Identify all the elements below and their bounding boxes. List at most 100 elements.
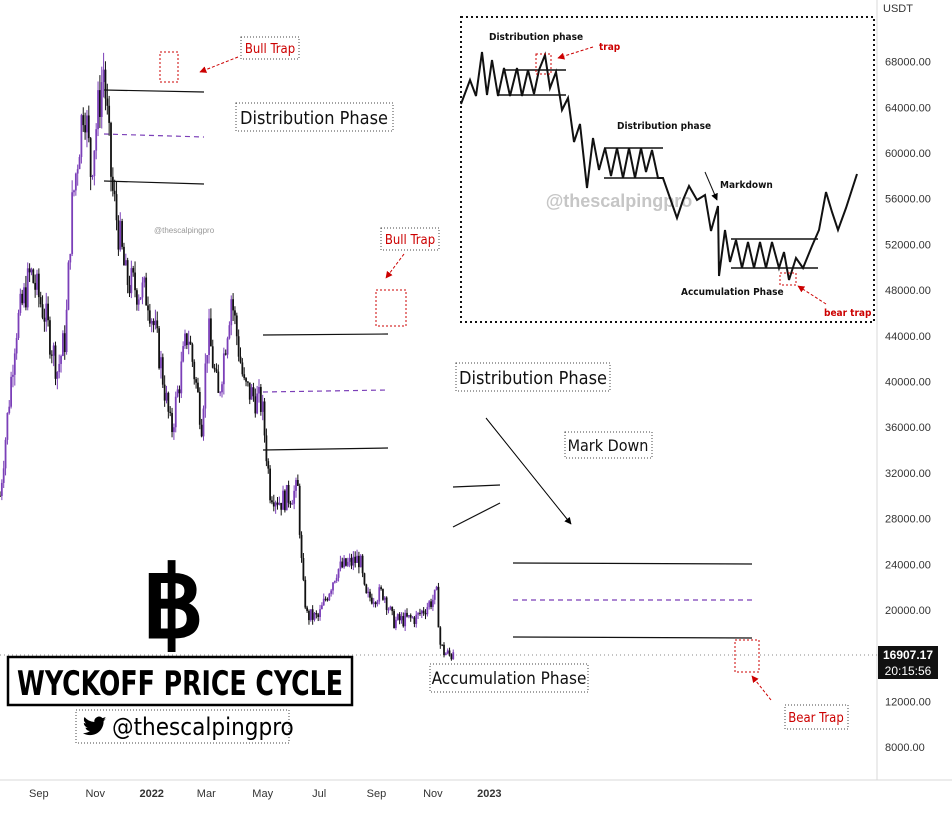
candle-body: [180, 361, 183, 394]
candle-body: [402, 616, 405, 627]
candle-body: [71, 192, 74, 254]
candle-body: [296, 480, 299, 486]
candle-body: [358, 555, 360, 568]
candle-body: [339, 561, 342, 569]
time-tick-label: Jul: [312, 788, 326, 800]
candle-body: [73, 190, 75, 193]
inset-accumulation: Accumulation Phase: [681, 287, 784, 298]
candle-body: [228, 325, 231, 339]
candle-body: [298, 485, 301, 535]
candle-body: [148, 310, 151, 324]
candle-body: [184, 333, 186, 347]
candle-body: [256, 393, 259, 414]
candle-body: [274, 502, 277, 507]
candle-body: [383, 597, 386, 600]
distribution-label-2: Distribution Phase: [459, 368, 607, 389]
candle-body: [163, 384, 166, 401]
bitcoin-logo: ฿: [142, 548, 204, 658]
last-price-badge: 16907.17 20:15:56: [878, 646, 938, 679]
candle-body: [222, 353, 225, 385]
time-tick-label: Mar: [197, 788, 216, 800]
candle-body: [335, 577, 338, 581]
candle-body: [341, 561, 344, 568]
candle-body: [354, 556, 357, 563]
candle-body: [41, 304, 44, 318]
bull-trap-box-2: [375, 289, 407, 327]
time-axis[interactable]: Sep Nov 2022 Mar May Jul Sep Nov 2023: [0, 779, 952, 800]
candle-body: [452, 652, 455, 660]
small-watermark: @thescalpingpro: [154, 226, 215, 235]
price-tick-label: 28000.00: [885, 514, 931, 526]
time-tick-label: 2023: [477, 788, 501, 800]
candle-body: [317, 614, 320, 618]
candle-body: [50, 354, 53, 356]
candle-body: [17, 312, 20, 338]
candle-body: [258, 386, 260, 394]
candle-body: [365, 584, 368, 594]
candle-body: [235, 315, 238, 337]
price-tick-label: 8000.00: [885, 742, 925, 754]
candle-body: [395, 619, 397, 629]
inset-distribution-mid: Distribution phase: [617, 121, 711, 132]
candle-body: [28, 268, 31, 273]
candle-body: [47, 303, 49, 321]
candle-body: [309, 609, 312, 621]
candle-body: [324, 598, 327, 600]
countdown: 20:15:56: [885, 664, 932, 678]
candle-body: [419, 612, 421, 614]
candle-body: [78, 157, 81, 170]
candle-body: [441, 644, 444, 646]
candle-body: [385, 597, 388, 610]
candle-body: [387, 609, 390, 611]
candle-body: [124, 260, 127, 266]
candle-body: [433, 589, 436, 600]
candle-body: [254, 396, 257, 414]
acc-top-line: [512, 562, 753, 565]
candle-body: [348, 557, 351, 562]
inset-trap: trap: [599, 42, 621, 53]
candle-body: [150, 320, 153, 324]
candle-body: [43, 317, 46, 322]
price-tick-label: 52000.00: [885, 239, 931, 251]
currency-label: USDT: [883, 3, 913, 15]
candle-body: [119, 221, 122, 250]
candle-body: [82, 115, 85, 126]
candle-body: [367, 591, 370, 594]
candle-body: [328, 593, 331, 601]
candle-body: [289, 502, 292, 505]
candle-body: [191, 344, 194, 362]
price-tick-label: 32000.00: [885, 468, 931, 480]
candle-body: [169, 411, 172, 414]
candle-body: [206, 355, 209, 364]
candle-body: [428, 601, 431, 608]
candle-body: [30, 269, 33, 273]
candle-body: [411, 617, 414, 619]
candle-body: [2, 468, 5, 483]
candle-body: [372, 602, 375, 604]
accumulation-label: Accumulation Phase: [432, 669, 587, 689]
candle-body: [23, 287, 25, 304]
candle-body: [143, 277, 146, 283]
candle-body: [102, 69, 105, 83]
candle-body: [420, 610, 423, 614]
candle-body: [128, 285, 131, 294]
title-box: [6, 655, 354, 707]
last-price: 16907.17: [883, 648, 933, 662]
candle-body: [67, 262, 70, 310]
candle-body: [450, 654, 453, 660]
candle-body: [185, 333, 188, 346]
candle-body: [391, 606, 394, 612]
candle-body: [54, 345, 57, 379]
candle-body: [435, 586, 438, 590]
candle-body: [56, 372, 59, 379]
candle-body: [350, 557, 353, 566]
candle-body: [110, 122, 112, 177]
candle-body: [426, 607, 429, 615]
candle-body: [432, 599, 434, 607]
price-axis[interactable]: USDT 68000.00 64000.00 60000.00 56000.00 520…: [876, 0, 931, 780]
price-tick-label: 24000.00: [885, 559, 931, 571]
candle-body: [234, 310, 236, 316]
candle-body: [272, 502, 275, 507]
candle-body: [333, 580, 336, 583]
candle-body: [123, 246, 125, 266]
